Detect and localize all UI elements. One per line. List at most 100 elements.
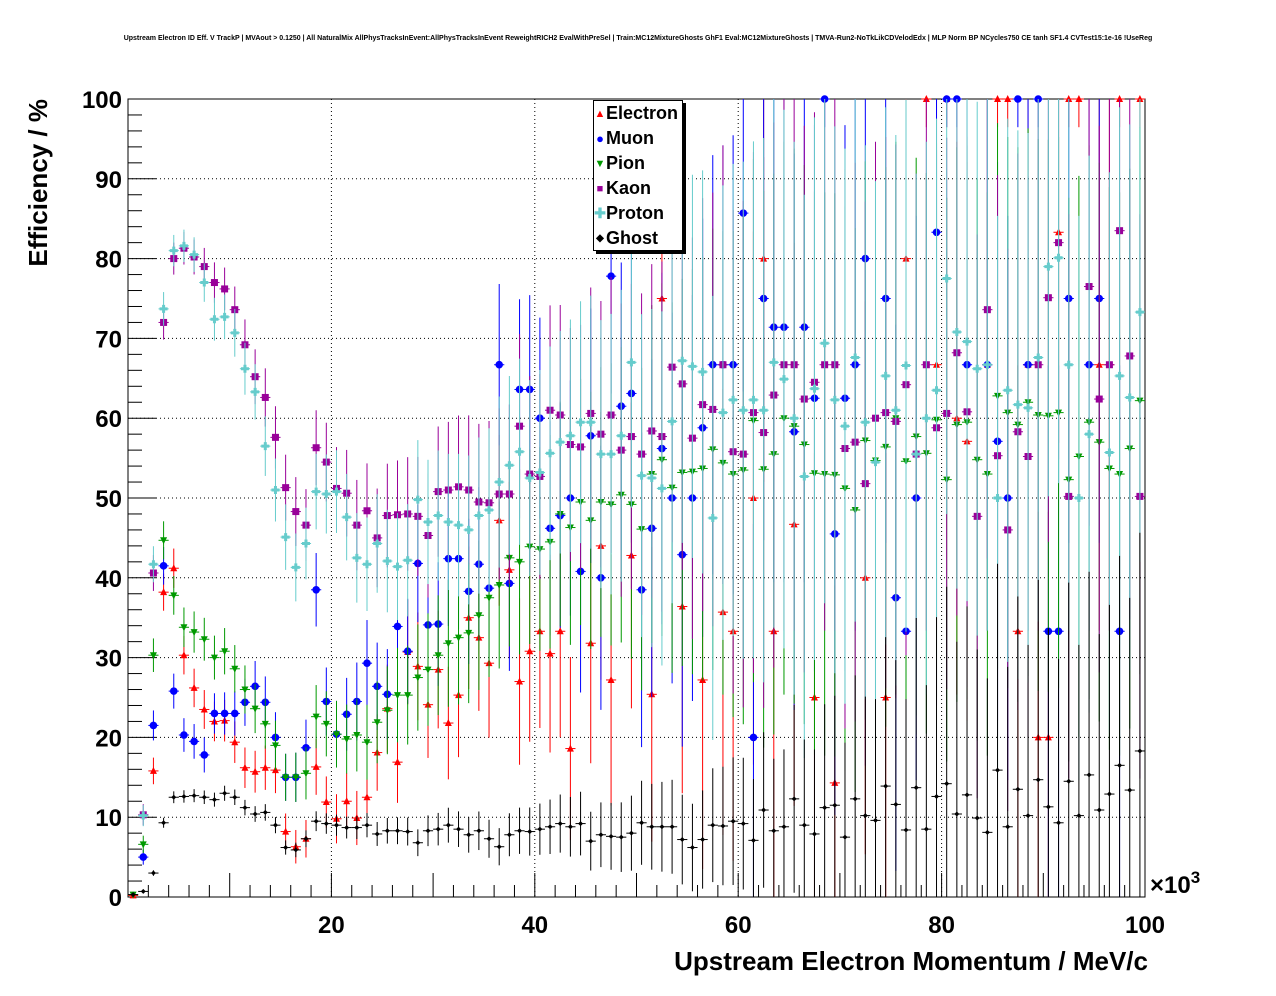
data-point (312, 762, 320, 770)
data-point (1096, 807, 1102, 813)
data-point (1056, 820, 1062, 826)
data-point (139, 841, 147, 849)
data-point (159, 304, 168, 313)
data-point (1054, 253, 1063, 262)
data-point (637, 471, 646, 480)
data-point (344, 825, 350, 831)
data-point (414, 674, 422, 682)
legend-item-kaon: ■ Kaon (594, 176, 682, 201)
y-tick-label: 20 (95, 725, 122, 752)
data-point (312, 713, 320, 721)
data-point (210, 279, 218, 287)
legend-item-ghost: ◆ Ghost (594, 226, 682, 251)
data-point (312, 487, 321, 496)
data-point (383, 707, 391, 715)
data-point (730, 818, 736, 824)
data-point (251, 705, 259, 713)
data-point (171, 794, 177, 800)
data-point (292, 508, 300, 516)
data-point (191, 793, 197, 799)
data-point (322, 490, 331, 499)
data-point (485, 505, 494, 514)
data-point (771, 828, 777, 834)
triangle-down-icon: ▼ (594, 157, 606, 170)
y-tick-label: 90 (95, 167, 122, 194)
data-point (698, 367, 707, 376)
data-point (607, 450, 616, 459)
data-point (282, 827, 290, 835)
data-point (749, 395, 758, 404)
y-tick-label: 50 (95, 486, 122, 513)
data-point (710, 822, 716, 828)
data-point (221, 285, 229, 293)
data-point (688, 362, 697, 371)
data-point (343, 735, 351, 743)
data-point (983, 360, 992, 369)
data-point (240, 364, 249, 373)
data-point (913, 785, 919, 791)
data-point (424, 666, 432, 674)
x-tick-label: 80 (928, 912, 955, 939)
data-point (179, 241, 188, 250)
data-point (160, 537, 168, 545)
legend-label: Ghost (606, 228, 658, 248)
legend-label: Kaon (606, 178, 651, 198)
data-point (200, 636, 208, 644)
data-point (332, 487, 341, 496)
data-point (566, 431, 575, 440)
data-point (810, 384, 819, 393)
data-point (1064, 360, 1073, 369)
data-point (679, 837, 685, 843)
data-point (180, 731, 188, 739)
triangle-up-icon: ▲ (594, 107, 606, 120)
data-point (283, 845, 289, 851)
data-point (952, 328, 961, 337)
data-point (211, 797, 217, 803)
data-point (444, 640, 452, 648)
data-point (251, 387, 260, 396)
cross-icon: ✚ (594, 205, 606, 221)
data-point (455, 634, 463, 642)
y-tick-label: 100 (82, 87, 122, 114)
legend-label: Electron (606, 103, 679, 123)
data-point (200, 751, 209, 759)
data-point (281, 533, 290, 542)
data-point (1086, 772, 1092, 778)
data-point (628, 830, 634, 836)
data-point (312, 585, 320, 594)
data-point (261, 393, 269, 401)
data-point (210, 654, 218, 662)
data-point (922, 95, 930, 102)
data-point (932, 386, 941, 395)
data-point (891, 406, 900, 415)
data-point (556, 627, 564, 635)
data-point (454, 521, 463, 530)
data-point (271, 486, 280, 495)
data-point (262, 809, 268, 815)
data-point (404, 692, 412, 700)
x-axis-title: Upstream Electron Momentum / MeV/c (674, 946, 1148, 976)
data-point (444, 719, 452, 727)
legend: ▲ Electron ● Muon ▼ Pion ■ Kaon ✚ Proton ◆ Gho… (593, 100, 683, 251)
data-point (374, 831, 380, 837)
data-point (291, 563, 300, 572)
data-point (872, 817, 878, 823)
y-tick-label: 30 (95, 646, 122, 673)
data-point (373, 719, 381, 727)
data-point (485, 594, 493, 602)
data-point (994, 95, 1002, 102)
diamond-icon: ◆ (596, 233, 604, 244)
data-point (474, 511, 483, 520)
y-tick-label: 80 (95, 247, 122, 274)
x-tick-label: 100 (1125, 912, 1165, 939)
data-point (130, 892, 136, 898)
data-point (649, 824, 655, 830)
data-point (394, 758, 402, 766)
data-point (322, 798, 330, 806)
data-point (221, 648, 229, 656)
data-point (190, 737, 198, 746)
x-multiplier-exponent: 3 (1191, 868, 1200, 887)
data-point (984, 829, 990, 835)
data-point (598, 832, 604, 838)
data-point (466, 832, 472, 838)
